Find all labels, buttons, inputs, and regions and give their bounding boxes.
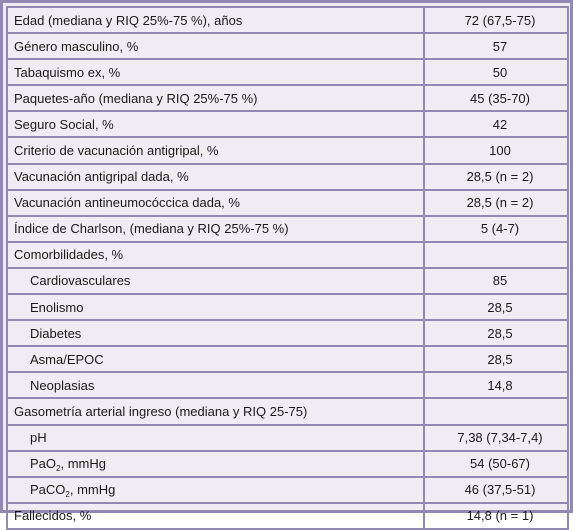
row-label-text: Diabetes	[30, 325, 82, 341]
row-label-text: Paquetes-año (mediana y RIQ 25%-75 %)	[14, 90, 258, 106]
row-label-text: Comorbilidades, %	[14, 247, 124, 263]
row-label: Diabetes	[6, 319, 425, 348]
label-subscript: 2	[65, 490, 70, 500]
row-value: 5 (4-7)	[423, 214, 569, 243]
table-row: Fallecidos, % 14,8 (n = 1)	[6, 501, 569, 530]
row-label: Seguro Social, %	[6, 110, 425, 139]
row-value: 28,5	[423, 293, 569, 322]
row-label: Neoplasias	[6, 371, 425, 400]
row-label: Fallecidos, %	[6, 501, 425, 530]
row-label: Paquetes-año (mediana y RIQ 25%-75 %)	[6, 84, 425, 113]
table-row: Cardiovasculares 85	[6, 266, 569, 296]
row-value: 45 (35-70)	[423, 84, 569, 113]
row-label-text: Vacunación antineumocóccica dada, %	[14, 195, 240, 211]
table-row: Enolismo 28,5	[6, 293, 569, 322]
table-row: Gasometría arterial ingreso (mediana y R…	[6, 397, 569, 426]
row-value: 54 (50-67)	[423, 449, 569, 478]
row-value	[423, 397, 569, 426]
row-label: Tabaquismo ex, %	[6, 58, 425, 87]
row-label-text: Cardiovasculares	[30, 273, 131, 289]
row-label-text: Vacunación antigripal dada, %	[14, 169, 189, 185]
table-row: Vacunación antineumocóccica dada, % 28,5 …	[6, 188, 569, 217]
row-label-text: Fallecidos, %	[14, 508, 92, 524]
table-row: Género masculino, % 57	[6, 32, 569, 61]
table-row: Seguro Social, % 42	[6, 110, 569, 139]
row-label: Edad (mediana y RIQ 25%-75 %), años	[6, 5, 425, 35]
row-value: 42	[423, 110, 569, 139]
row-value: 7,38 (7,34-7,4)	[423, 423, 569, 452]
row-label-text: PaO	[30, 456, 57, 472]
table-row: PaO2, mmHg 54 (50-67)	[6, 449, 569, 478]
table-row: PaCO2, mmHg 46 (37,5-51)	[6, 475, 569, 504]
row-label-text: Criterio de vacunación antigripal, %	[14, 143, 219, 159]
row-label: Género masculino, %	[6, 32, 425, 61]
row-label: Comorbilidades, %	[6, 240, 425, 269]
row-value: 14,8	[423, 371, 569, 400]
row-value: 14,8 (n = 1)	[423, 501, 569, 530]
row-label: Vacunación antigripal dada, %	[6, 162, 425, 191]
table-row: Vacunación antigripal dada, % 28,5 (n = 2…	[6, 162, 569, 191]
row-value: 85	[423, 266, 569, 296]
table-row: Comorbilidades, %	[6, 240, 569, 269]
row-value: 28,5	[423, 319, 569, 348]
table-row: Criterio de vacunación antigripal, % 100	[6, 136, 569, 165]
row-label-text: Neoplasias	[30, 377, 95, 393]
row-value: 72 (67,5-75)	[423, 5, 569, 35]
row-label-text: Género masculino, %	[14, 38, 139, 54]
row-label: PaO2, mmHg	[6, 449, 425, 478]
row-label: Enolismo	[6, 293, 425, 322]
row-value: 46 (37,5-51)	[423, 475, 569, 504]
row-label-text: Índice de Charlson, (mediana y RIQ 25%-7…	[14, 221, 289, 237]
table-row: Neoplasias 14,8	[6, 371, 569, 400]
label-subscript: 2	[56, 464, 61, 474]
row-value: 28,5	[423, 345, 569, 374]
table-row: Asma/EPOC 28,5	[6, 345, 569, 374]
patient-characteristics-table: Edad (mediana y RIQ 25%-75 %), años 72 (6…	[6, 5, 569, 530]
row-label: Cardiovasculares	[6, 266, 425, 296]
row-value: 100	[423, 136, 569, 165]
row-label-text: Seguro Social, %	[14, 116, 114, 132]
row-label: PaCO2, mmHg	[6, 475, 425, 504]
row-label: Criterio de vacunación antigripal, %	[6, 136, 425, 165]
row-value	[423, 240, 569, 269]
row-label: Vacunación antineumocóccica dada, %	[6, 188, 425, 217]
row-value: 28,5 (n = 2)	[423, 162, 569, 191]
label-suffix: , mmHg	[60, 456, 106, 472]
table-row: Tabaquismo ex, % 50	[6, 58, 569, 87]
label-suffix: , mmHg	[69, 482, 116, 498]
row-label-text: PaCO	[30, 482, 66, 498]
table-row: Paquetes-año (mediana y RIQ 25%-75 %) 45 …	[6, 84, 569, 113]
row-label-text: Edad (mediana y RIQ 25%-75 %), años	[14, 12, 243, 28]
row-label-text: Asma/EPOC	[30, 351, 104, 367]
row-value: 28,5 (n = 2)	[423, 188, 569, 217]
row-label-text: Tabaquismo ex, %	[14, 64, 121, 80]
table-row: Índice de Charlson, (mediana y RIQ 25%-7…	[6, 214, 569, 243]
row-value: 57	[423, 32, 569, 61]
row-value: 50	[423, 58, 569, 87]
row-label: Índice de Charlson, (mediana y RIQ 25%-7…	[6, 214, 425, 243]
row-label-text: Gasometría arterial ingreso (mediana y R…	[14, 403, 308, 419]
row-label: Gasometría arterial ingreso (mediana y R…	[6, 397, 425, 426]
row-label-text: Enolismo	[30, 299, 84, 315]
table-row: pH 7,38 (7,34-7,4)	[6, 423, 569, 452]
row-label: pH	[6, 423, 425, 452]
table-row: Diabetes 28,5	[6, 319, 569, 348]
row-label: Asma/EPOC	[6, 345, 425, 374]
table-row: Edad (mediana y RIQ 25%-75 %), años 72 (6…	[6, 5, 569, 35]
row-label-text: pH	[30, 430, 47, 446]
